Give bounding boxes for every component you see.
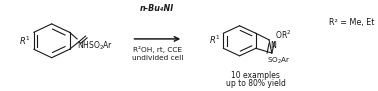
Text: N: N <box>270 41 276 50</box>
Text: R²OH, rt, CCE: R²OH, rt, CCE <box>133 46 182 53</box>
Text: $R^1$: $R^1$ <box>209 34 220 46</box>
Text: OR$^2$: OR$^2$ <box>275 28 291 41</box>
Text: 10 examples: 10 examples <box>231 71 280 80</box>
Text: NHSO$_2$Ar: NHSO$_2$Ar <box>77 40 113 52</box>
Text: n-Bu₄NI: n-Bu₄NI <box>140 4 175 13</box>
Text: R² = Me, Et: R² = Me, Et <box>329 18 374 27</box>
Text: SO$_2$Ar: SO$_2$Ar <box>267 56 291 66</box>
Text: up to 80% yield: up to 80% yield <box>226 79 285 88</box>
Text: undivided cell: undivided cell <box>132 55 183 61</box>
Text: $R^1$: $R^1$ <box>19 35 31 47</box>
